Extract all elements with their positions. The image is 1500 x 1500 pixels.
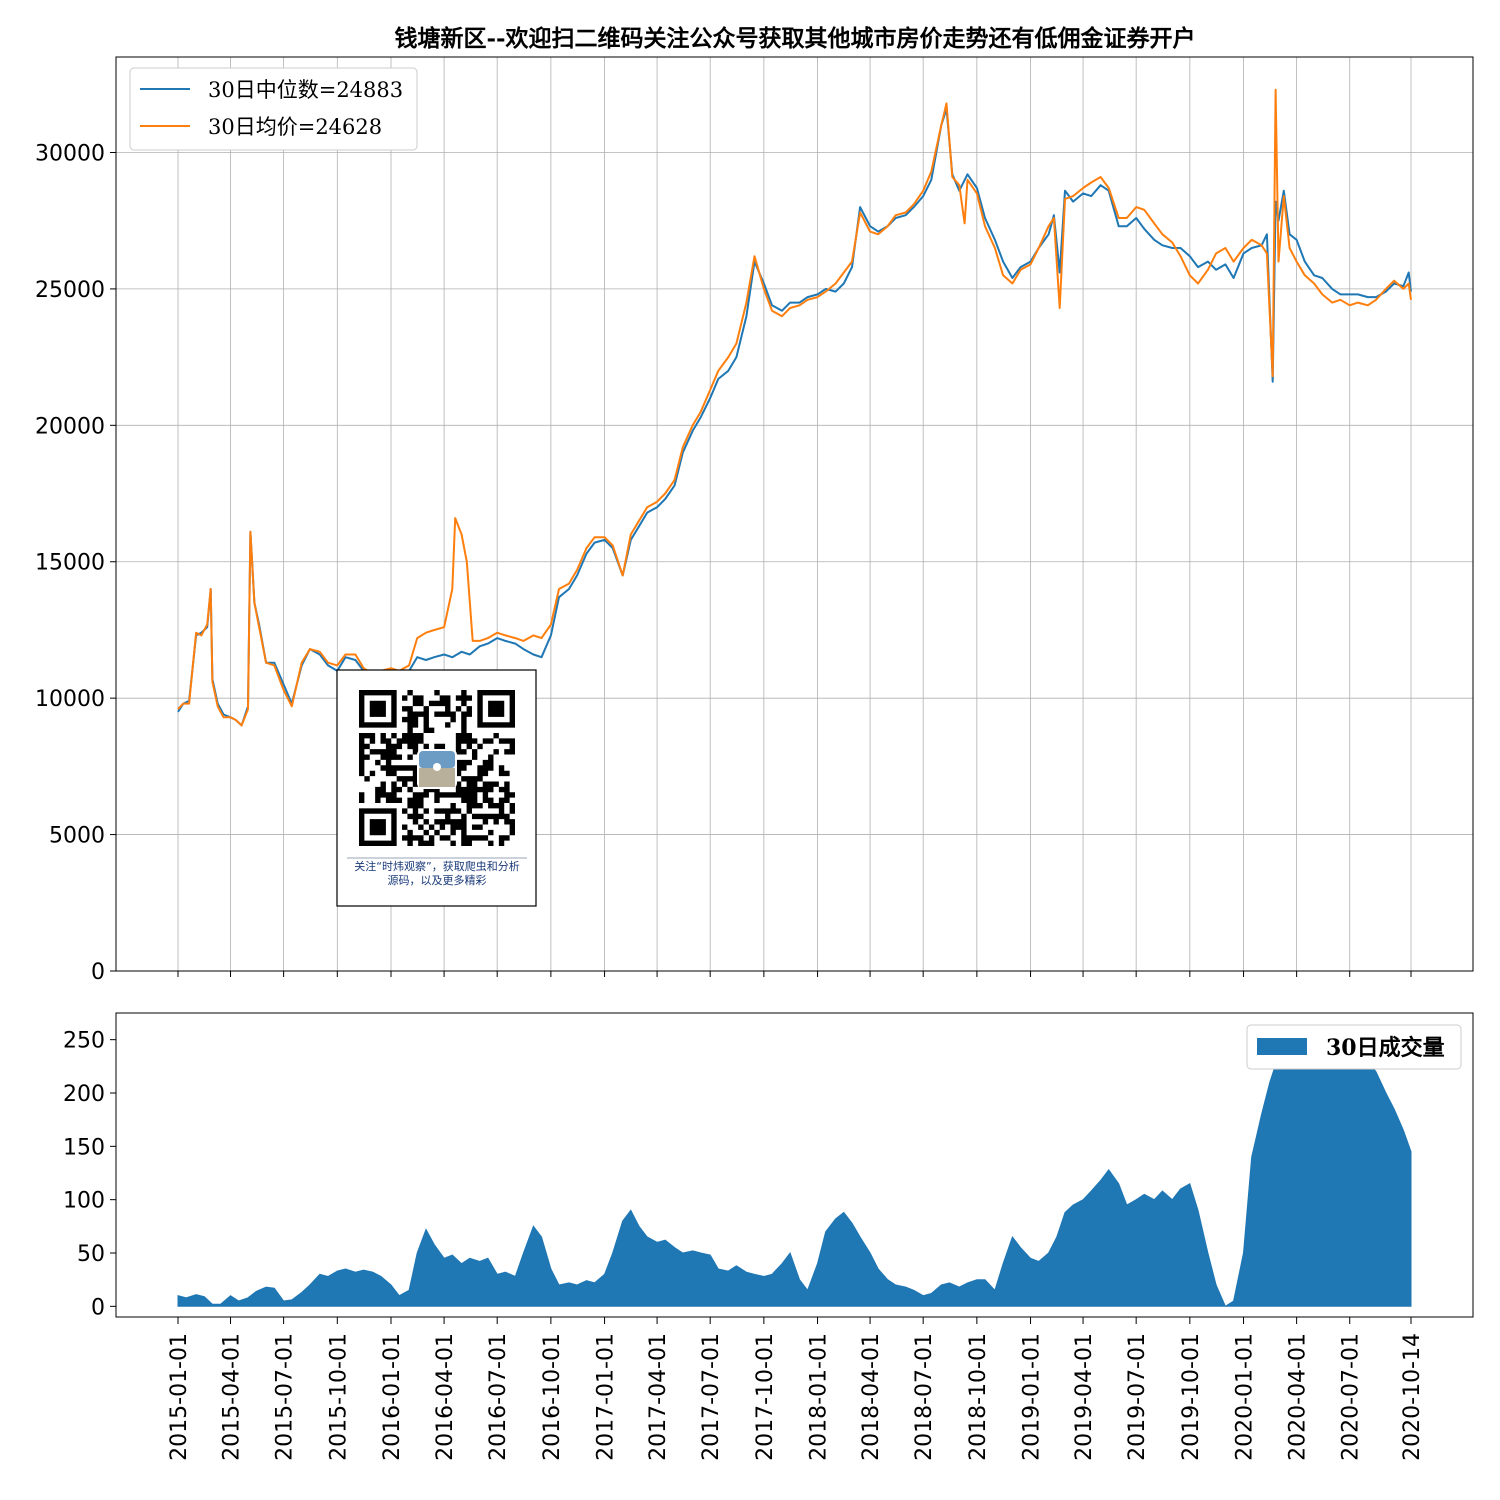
x-tick-label: 2018-01-01 — [807, 1333, 832, 1461]
x-tick-label: 2019-04-01 — [1072, 1333, 1097, 1461]
price-y-tick-label: 30000 — [35, 141, 105, 166]
price-legend: 30日中位数=24883 30日均价=24628 — [129, 67, 418, 151]
volume-y-tick-label: 200 — [63, 1082, 105, 1107]
price-grid — [116, 57, 1473, 977]
volume-legend-box — [1246, 1024, 1462, 1070]
qr-caption-line1: 关注“时炜观察”，获取爬虫和分析 — [354, 859, 519, 873]
price-y-tick-label: 5000 — [49, 824, 105, 849]
qr-code-image — [359, 690, 515, 846]
x-tick-label: 2016-04-01 — [433, 1333, 458, 1461]
qr-finder-center — [488, 700, 505, 717]
price-plot-frame — [115, 56, 1474, 972]
x-tick-label: 2015-10-01 — [326, 1333, 351, 1461]
volume-y-tick-label: 250 — [63, 1029, 105, 1054]
price-plot: 0 5000 10000 15000 20000 25000 30000 30日中位数=24… — [35, 56, 1474, 985]
price-lines — [177, 88, 1412, 727]
legend-median-label: 30日中位数=24883 — [208, 78, 403, 102]
x-tick-label: 2016-10-01 — [540, 1333, 565, 1461]
qr-code-card[interactable]: 关注“时炜观察”，获取爬虫和分析 源码，以及更多精彩 — [336, 669, 537, 907]
x-tick-label: 2018-04-01 — [859, 1333, 884, 1461]
qr-avatar-figure — [433, 763, 441, 771]
volume-area — [177, 1033, 1412, 1308]
volume-y-tick-label: 0 — [91, 1295, 105, 1320]
x-tick-label: 2019-01-01 — [1020, 1333, 1045, 1461]
volume-x-axis: 2015-01-01 2015-04-01 2015-07-01 2015-10-01… — [167, 1317, 1425, 1461]
volume-y-tick-label: 150 — [63, 1135, 105, 1160]
qr-modules — [359, 690, 515, 846]
legend-average-label: 30日均价=24628 — [208, 115, 382, 139]
qr-caption-line2: 源码，以及更多精彩 — [388, 873, 487, 887]
volume-y-tick-label: 100 — [63, 1189, 105, 1214]
x-tick-label: 2015-01-01 — [167, 1333, 192, 1461]
x-tick-label: 2019-10-01 — [1179, 1333, 1204, 1461]
x-tick-label: 2018-10-01 — [966, 1333, 991, 1461]
price-y-tick-label: 0 — [91, 960, 105, 985]
x-tick-label: 2019-07-01 — [1125, 1333, 1150, 1461]
legend-box — [129, 67, 418, 151]
x-tick-label: 2016-01-01 — [380, 1333, 405, 1461]
median-price-line — [177, 107, 1412, 727]
qr-finder-center — [369, 700, 386, 717]
volume-legend-label: 30日成交量 — [1326, 1035, 1445, 1061]
x-tick-label: 2015-04-01 — [220, 1333, 245, 1461]
x-tick-label: 2020-01-01 — [1233, 1333, 1258, 1461]
x-tick-label: 2017-01-01 — [594, 1333, 619, 1461]
qr-avatar-ground — [419, 768, 455, 787]
volume-area-layer — [177, 1033, 1412, 1308]
x-tick-label: 2016-07-01 — [486, 1333, 511, 1461]
qr-finder-center — [369, 819, 386, 836]
x-tick-label: 2017-04-01 — [646, 1333, 671, 1461]
volume-legend-swatch — [1257, 1038, 1307, 1055]
price-y-tick-label: 10000 — [35, 687, 105, 712]
chart-title: 钱塘新区--欢迎扫二维码关注公众号获取其他城市房价走势还有低佣金证券开户 — [394, 25, 1195, 52]
x-tick-label: 2018-07-01 — [912, 1333, 937, 1461]
x-tick-label: 2015-07-01 — [273, 1333, 298, 1461]
price-y-tick-label: 25000 — [35, 278, 105, 303]
volume-y-axis: 0 50 100 150 200 250 — [63, 1029, 116, 1320]
volume-plot-frame — [115, 1012, 1474, 1318]
x-tick-label: 2020-10-14 — [1400, 1333, 1425, 1461]
price-y-tick-label: 20000 — [35, 414, 105, 439]
x-tick-label: 2017-07-01 — [699, 1333, 724, 1461]
x-tick-label: 2017-10-01 — [753, 1333, 778, 1461]
price-y-axis: 0 5000 10000 15000 20000 25000 30000 — [35, 141, 116, 985]
price-y-tick-label: 15000 — [35, 551, 105, 576]
volume-y-tick-label: 50 — [77, 1242, 105, 1267]
volume-legend: 30日成交量 — [1246, 1024, 1462, 1070]
qr-avatar-sky — [419, 751, 455, 768]
x-tick-label: 2020-04-01 — [1286, 1333, 1311, 1461]
average-price-line — [177, 88, 1412, 727]
x-tick-label: 2020-07-01 — [1339, 1333, 1364, 1461]
